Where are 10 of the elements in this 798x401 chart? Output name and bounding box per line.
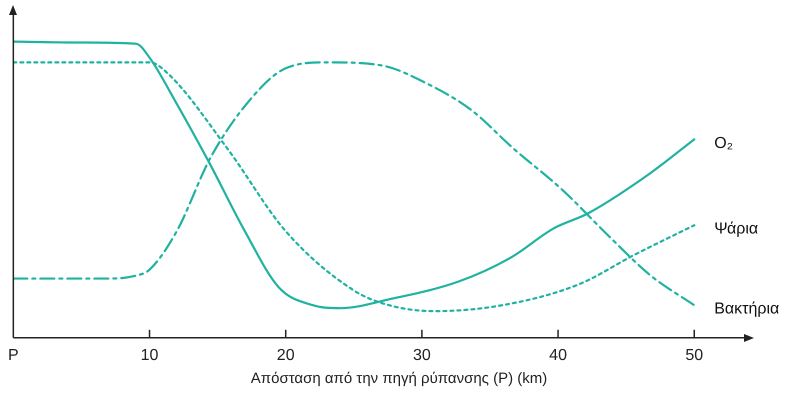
series-label: Ψάρια — [714, 220, 758, 238]
x-tick-label: 30 — [412, 346, 431, 364]
x-tick-label: P — [8, 346, 19, 364]
x-tick-label: 50 — [685, 346, 704, 364]
x-tick-label: 10 — [140, 346, 159, 364]
x-tick-label: 20 — [276, 346, 295, 364]
x-axis-title: Απόσταση από την πηγή ρύπανσης (P) (km) — [250, 370, 548, 387]
series-label: O₂ — [714, 134, 733, 152]
series-label: Βακτήρια — [714, 300, 780, 318]
x-tick-label: 40 — [549, 346, 568, 364]
